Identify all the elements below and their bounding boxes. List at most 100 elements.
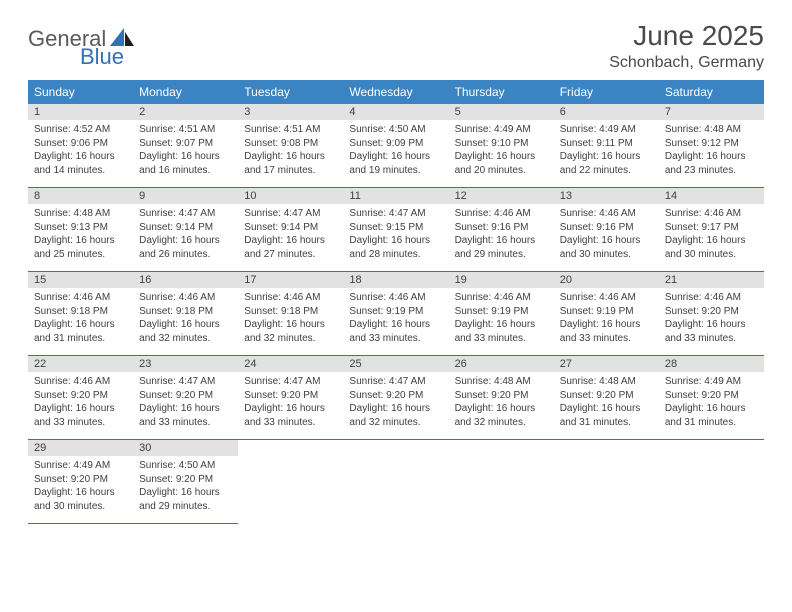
sunset: Sunset: 9:19 PM [349,305,442,319]
daylight-1: Daylight: 16 hours [455,150,548,164]
day-number: 4 [343,104,448,120]
daylight-2: and 33 minutes. [560,332,653,346]
daylight-1: Daylight: 16 hours [455,402,548,416]
day-body: Sunrise: 4:47 AMSunset: 9:20 PMDaylight:… [133,372,238,439]
daylight-2: and 29 minutes. [455,248,548,262]
day-cell-empty [343,440,448,524]
sunset: Sunset: 9:09 PM [349,137,442,151]
sunset: Sunset: 9:13 PM [34,221,127,235]
sunset: Sunset: 9:20 PM [34,473,127,487]
sunrise: Sunrise: 4:46 AM [139,291,232,305]
daylight-1: Daylight: 16 hours [349,150,442,164]
daylight-2: and 16 minutes. [139,164,232,178]
sunset: Sunset: 9:10 PM [455,137,548,151]
day-cell: 15Sunrise: 4:46 AMSunset: 9:18 PMDayligh… [28,272,133,356]
day-body: Sunrise: 4:49 AMSunset: 9:11 PMDaylight:… [554,120,659,187]
daylight-1: Daylight: 16 hours [244,150,337,164]
daylight-2: and 25 minutes. [34,248,127,262]
logo-text-blue: Blue [80,44,124,70]
sunset: Sunset: 9:19 PM [560,305,653,319]
header-saturday: Saturday [659,80,764,104]
daylight-1: Daylight: 16 hours [244,402,337,416]
sunset: Sunset: 9:20 PM [665,305,758,319]
daylight-1: Daylight: 16 hours [139,234,232,248]
daylight-1: Daylight: 16 hours [349,234,442,248]
day-body: Sunrise: 4:48 AMSunset: 9:20 PMDaylight:… [554,372,659,439]
day-number: 6 [554,104,659,120]
day-number: 19 [449,272,554,288]
daylight-1: Daylight: 16 hours [244,318,337,332]
day-cell: 8Sunrise: 4:48 AMSunset: 9:13 PMDaylight… [28,188,133,272]
day-body: Sunrise: 4:46 AMSunset: 9:18 PMDaylight:… [28,288,133,355]
day-body: Sunrise: 4:46 AMSunset: 9:20 PMDaylight:… [28,372,133,439]
day-cell: 7Sunrise: 4:48 AMSunset: 9:12 PMDaylight… [659,104,764,188]
location: Schonbach, Germany [609,54,764,72]
day-body: Sunrise: 4:47 AMSunset: 9:20 PMDaylight:… [343,372,448,439]
sunrise: Sunrise: 4:49 AM [455,123,548,137]
daylight-1: Daylight: 16 hours [34,318,127,332]
day-number: 21 [659,272,764,288]
day-cell: 23Sunrise: 4:47 AMSunset: 9:20 PMDayligh… [133,356,238,440]
day-cell: 21Sunrise: 4:46 AMSunset: 9:20 PMDayligh… [659,272,764,356]
day-cell: 16Sunrise: 4:46 AMSunset: 9:18 PMDayligh… [133,272,238,356]
day-cell: 24Sunrise: 4:47 AMSunset: 9:20 PMDayligh… [238,356,343,440]
sunset: Sunset: 9:18 PM [244,305,337,319]
daylight-2: and 33 minutes. [349,332,442,346]
day-cell: 6Sunrise: 4:49 AMSunset: 9:11 PMDaylight… [554,104,659,188]
daylight-2: and 29 minutes. [139,500,232,514]
calendar-row: 22Sunrise: 4:46 AMSunset: 9:20 PMDayligh… [28,356,764,440]
sunset: Sunset: 9:20 PM [139,473,232,487]
day-number: 30 [133,440,238,456]
day-number: 20 [554,272,659,288]
day-cell: 27Sunrise: 4:48 AMSunset: 9:20 PMDayligh… [554,356,659,440]
daylight-1: Daylight: 16 hours [34,234,127,248]
daylight-2: and 20 minutes. [455,164,548,178]
day-body: Sunrise: 4:48 AMSunset: 9:13 PMDaylight:… [28,204,133,271]
daylight-2: and 31 minutes. [34,332,127,346]
day-cell: 14Sunrise: 4:46 AMSunset: 9:17 PMDayligh… [659,188,764,272]
day-cell: 5Sunrise: 4:49 AMSunset: 9:10 PMDaylight… [449,104,554,188]
day-number: 10 [238,188,343,204]
sunrise: Sunrise: 4:46 AM [349,291,442,305]
day-body: Sunrise: 4:48 AMSunset: 9:12 PMDaylight:… [659,120,764,187]
day-number: 9 [133,188,238,204]
sunset: Sunset: 9:14 PM [244,221,337,235]
day-number: 18 [343,272,448,288]
sunset: Sunset: 9:20 PM [244,389,337,403]
sunrise: Sunrise: 4:46 AM [34,375,127,389]
day-number: 12 [449,188,554,204]
day-cell: 12Sunrise: 4:46 AMSunset: 9:16 PMDayligh… [449,188,554,272]
sunset: Sunset: 9:18 PM [34,305,127,319]
day-body: Sunrise: 4:47 AMSunset: 9:20 PMDaylight:… [238,372,343,439]
day-cell-empty [449,440,554,524]
day-cell: 19Sunrise: 4:46 AMSunset: 9:19 PMDayligh… [449,272,554,356]
calendar: Sunday Monday Tuesday Wednesday Thursday… [28,80,764,524]
calendar-row: 1Sunrise: 4:52 AMSunset: 9:06 PMDaylight… [28,104,764,188]
day-body: Sunrise: 4:47 AMSunset: 9:14 PMDaylight:… [133,204,238,271]
sunset: Sunset: 9:07 PM [139,137,232,151]
day-body: Sunrise: 4:49 AMSunset: 9:20 PMDaylight:… [659,372,764,439]
header-wednesday: Wednesday [343,80,448,104]
sunset: Sunset: 9:19 PM [455,305,548,319]
daylight-2: and 30 minutes. [34,500,127,514]
daylight-1: Daylight: 16 hours [455,234,548,248]
day-number: 3 [238,104,343,120]
calendar-header-row: Sunday Monday Tuesday Wednesday Thursday… [28,80,764,104]
title-block: June 2025 Schonbach, Germany [609,20,764,72]
daylight-1: Daylight: 16 hours [139,486,232,500]
sunset: Sunset: 9:11 PM [560,137,653,151]
day-cell: 17Sunrise: 4:46 AMSunset: 9:18 PMDayligh… [238,272,343,356]
daylight-2: and 32 minutes. [139,332,232,346]
daylight-2: and 33 minutes. [244,416,337,430]
page: General Blue June 2025 Schonbach, German… [0,0,792,544]
sunset: Sunset: 9:16 PM [560,221,653,235]
day-cell: 29Sunrise: 4:49 AMSunset: 9:20 PMDayligh… [28,440,133,524]
sunrise: Sunrise: 4:48 AM [34,207,127,221]
day-cell: 13Sunrise: 4:46 AMSunset: 9:16 PMDayligh… [554,188,659,272]
daylight-1: Daylight: 16 hours [139,318,232,332]
sunrise: Sunrise: 4:46 AM [665,207,758,221]
daylight-2: and 31 minutes. [665,416,758,430]
daylight-2: and 19 minutes. [349,164,442,178]
day-body: Sunrise: 4:47 AMSunset: 9:15 PMDaylight:… [343,204,448,271]
day-cell: 3Sunrise: 4:51 AMSunset: 9:08 PMDaylight… [238,104,343,188]
